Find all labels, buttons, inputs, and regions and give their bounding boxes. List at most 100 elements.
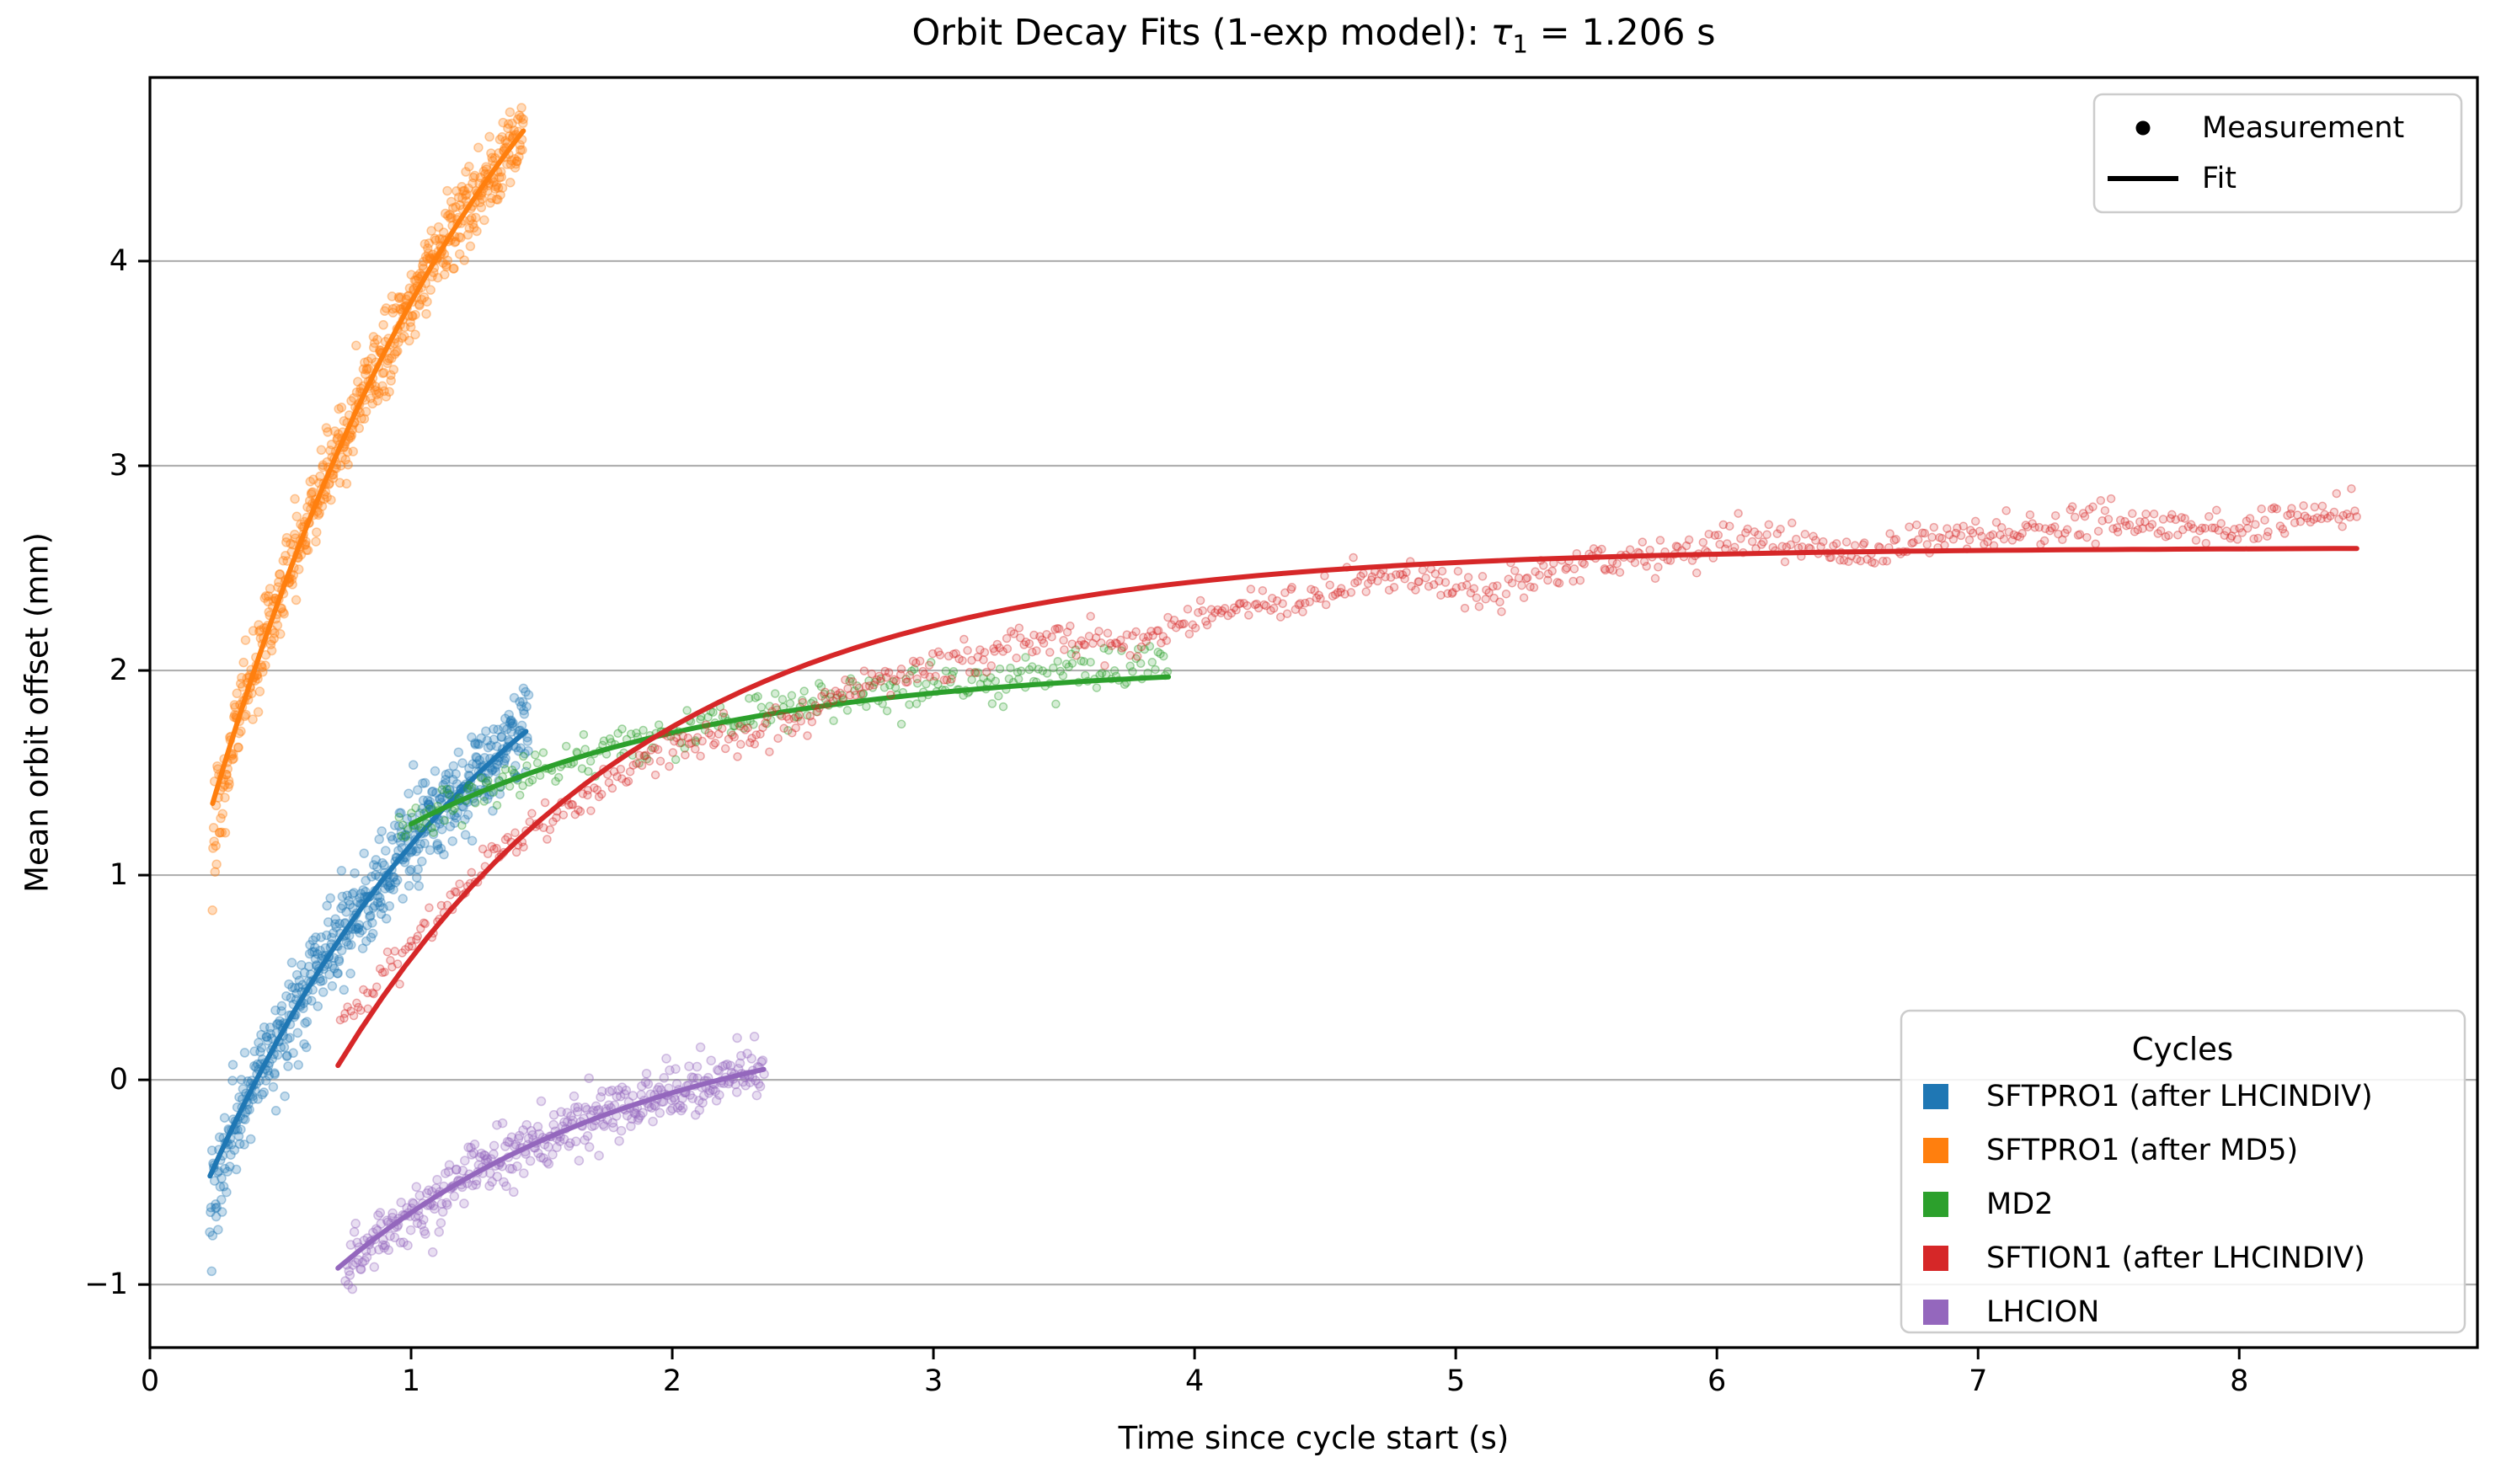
measurement-point xyxy=(240,1114,250,1125)
measurement-point xyxy=(400,830,410,840)
measurement-point xyxy=(421,818,431,828)
measurement-point xyxy=(1002,644,1013,654)
measurement-point xyxy=(329,426,340,436)
measurement-point xyxy=(442,1199,452,1210)
measurement-point xyxy=(714,1090,724,1100)
measurement-point xyxy=(393,959,403,969)
measurement-point xyxy=(261,1032,272,1042)
measurement-point xyxy=(394,813,403,822)
measurement-point xyxy=(442,185,452,196)
measurement-point xyxy=(703,713,713,722)
measurement-point xyxy=(265,639,276,649)
measurement-point xyxy=(449,818,460,828)
measurement-point xyxy=(931,671,940,681)
measurement-point xyxy=(271,1019,282,1030)
measurement-point xyxy=(451,813,462,823)
measurement-point xyxy=(282,1033,293,1044)
measurement-point xyxy=(270,1005,281,1016)
measurement-point xyxy=(405,1225,416,1236)
y-tick-label: 2 xyxy=(110,654,128,687)
measurement-point xyxy=(847,676,858,686)
measurement-point xyxy=(438,814,449,825)
x-tick-label: 7 xyxy=(1969,1364,1987,1398)
measurement-point xyxy=(206,1202,216,1213)
title-suffix: = 1.206 s xyxy=(1528,12,1716,54)
measurement-point xyxy=(324,969,334,980)
measurement-point xyxy=(236,1075,247,1085)
measurement-point xyxy=(357,925,367,936)
measurement-point xyxy=(486,740,496,751)
measurement-point xyxy=(2070,512,2080,522)
measurement-point xyxy=(770,689,780,698)
measurement-point xyxy=(1071,650,1081,660)
measurement-point xyxy=(368,342,379,353)
measurement-point xyxy=(521,686,531,697)
measurement-point xyxy=(616,764,626,774)
measurement-point xyxy=(378,320,388,330)
measurement-point xyxy=(395,304,405,314)
measurement-point xyxy=(2039,536,2049,546)
measurement-point xyxy=(575,807,585,816)
measurement-point xyxy=(217,809,228,819)
measurement-point xyxy=(384,387,394,397)
measurement-point xyxy=(2242,523,2253,533)
measurement-point xyxy=(214,1132,225,1143)
measurement-point xyxy=(460,1156,470,1166)
measurement-point xyxy=(720,744,730,754)
measurement-point xyxy=(425,796,436,807)
measurement-point xyxy=(425,903,434,913)
measurement-point xyxy=(418,778,428,788)
measurement-point xyxy=(2149,509,2159,519)
measurement-point xyxy=(374,834,384,845)
measurement-point xyxy=(826,689,836,699)
measurement-point xyxy=(375,1208,386,1218)
measurement-point xyxy=(493,195,503,205)
measurement-point xyxy=(852,681,862,691)
measurement-point xyxy=(846,674,856,684)
measurement-point xyxy=(1870,558,1879,568)
measurement-point xyxy=(355,893,365,903)
measurement-point xyxy=(423,798,434,809)
measurement-point xyxy=(1421,573,1430,583)
measurement-point xyxy=(377,381,387,392)
measurement-point xyxy=(263,596,274,607)
measurement-point xyxy=(1258,585,1268,595)
measurement-point xyxy=(311,932,321,942)
measurement-point xyxy=(487,766,497,776)
measurement-point xyxy=(356,414,366,424)
measurement-point xyxy=(487,152,497,163)
measurement-point xyxy=(799,686,809,696)
measurement-point xyxy=(1988,530,1998,540)
measurement-point xyxy=(2263,527,2273,536)
measurement-point xyxy=(470,739,481,750)
measurement-point xyxy=(299,968,310,978)
measurement-point xyxy=(500,765,510,774)
measurement-point xyxy=(447,835,457,846)
chart-title: Orbit Decay Fits (1-exp model): τ1 = 1.2… xyxy=(150,13,2477,58)
measurement-point xyxy=(481,726,491,736)
measurement-point xyxy=(253,1094,263,1104)
measurement-point xyxy=(469,170,480,181)
measurement-point xyxy=(216,1194,227,1205)
measurement-point xyxy=(219,1113,230,1123)
measurement-point xyxy=(2062,525,2072,535)
measurement-point xyxy=(425,252,435,263)
measurement-point xyxy=(454,232,464,243)
measurement-point xyxy=(383,1245,393,1256)
measurement-point xyxy=(995,664,1005,674)
fit-line xyxy=(210,128,526,806)
measurement-point xyxy=(461,167,471,177)
measurement-point xyxy=(749,1032,760,1042)
measurement-point xyxy=(499,723,509,733)
measurement-point xyxy=(315,976,326,987)
measurement-point xyxy=(402,814,412,824)
measurement-point xyxy=(342,446,353,457)
measurement-point xyxy=(906,666,916,676)
measurement-point xyxy=(632,729,641,738)
measurement-point xyxy=(254,1038,264,1048)
measurement-point xyxy=(2299,501,2308,510)
measurement-point xyxy=(1764,520,1774,530)
measurement-point xyxy=(285,1033,295,1043)
x-tick-label: 0 xyxy=(141,1364,159,1398)
